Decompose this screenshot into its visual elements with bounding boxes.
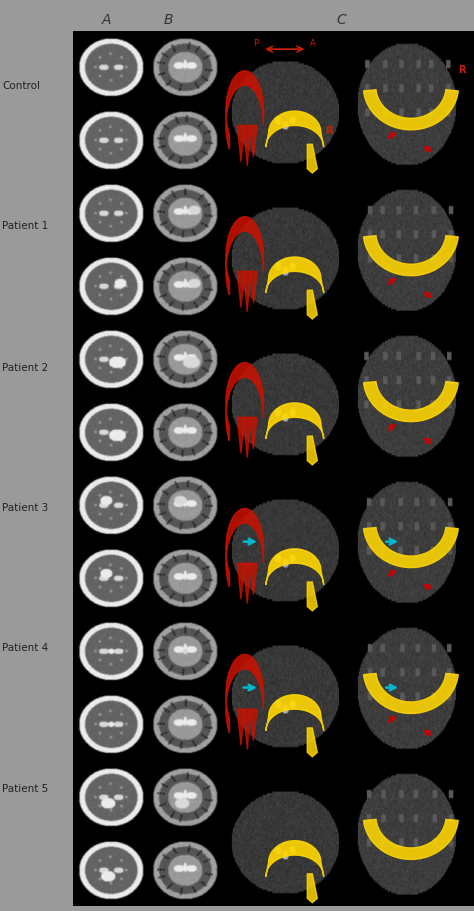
Polygon shape: [244, 564, 251, 604]
Text: R: R: [325, 126, 332, 136]
Text: Patient 5: Patient 5: [2, 783, 49, 793]
Polygon shape: [237, 272, 245, 308]
Text: Control: Control: [2, 81, 40, 90]
Polygon shape: [307, 582, 317, 611]
Polygon shape: [237, 710, 245, 745]
Polygon shape: [226, 72, 264, 150]
Text: B: B: [164, 13, 173, 27]
Polygon shape: [364, 674, 458, 713]
Polygon shape: [307, 436, 317, 466]
Polygon shape: [364, 91, 458, 130]
Text: R: R: [458, 65, 466, 75]
Text: A: A: [310, 39, 316, 47]
Polygon shape: [266, 258, 324, 293]
Polygon shape: [266, 841, 324, 876]
Polygon shape: [307, 291, 317, 320]
Polygon shape: [250, 710, 257, 741]
Text: Patient 3: Patient 3: [2, 503, 49, 512]
Polygon shape: [237, 564, 245, 599]
Text: C: C: [337, 13, 346, 27]
Text: Patient 4: Patient 4: [2, 643, 49, 652]
Polygon shape: [307, 145, 317, 174]
Polygon shape: [237, 418, 245, 454]
Polygon shape: [307, 728, 317, 757]
Bar: [73, 32, 474, 906]
Polygon shape: [250, 418, 257, 449]
Text: P: P: [254, 39, 259, 47]
Polygon shape: [226, 655, 264, 733]
Polygon shape: [266, 549, 324, 585]
Polygon shape: [226, 509, 264, 588]
Polygon shape: [244, 272, 251, 312]
Polygon shape: [237, 127, 245, 162]
Polygon shape: [250, 127, 257, 158]
Polygon shape: [364, 383, 458, 422]
Text: Patient 1: Patient 1: [2, 221, 49, 230]
Text: A: A: [102, 13, 111, 27]
Polygon shape: [307, 874, 317, 903]
Polygon shape: [364, 528, 458, 568]
Text: Patient 2: Patient 2: [2, 363, 49, 372]
Polygon shape: [266, 695, 324, 731]
Polygon shape: [266, 112, 324, 148]
Polygon shape: [364, 237, 458, 276]
Polygon shape: [244, 127, 251, 167]
Polygon shape: [250, 272, 257, 303]
Polygon shape: [364, 820, 458, 859]
Polygon shape: [226, 218, 264, 296]
Polygon shape: [266, 404, 324, 439]
Polygon shape: [244, 418, 251, 458]
Polygon shape: [250, 564, 257, 595]
Polygon shape: [226, 363, 264, 442]
Polygon shape: [244, 710, 251, 750]
